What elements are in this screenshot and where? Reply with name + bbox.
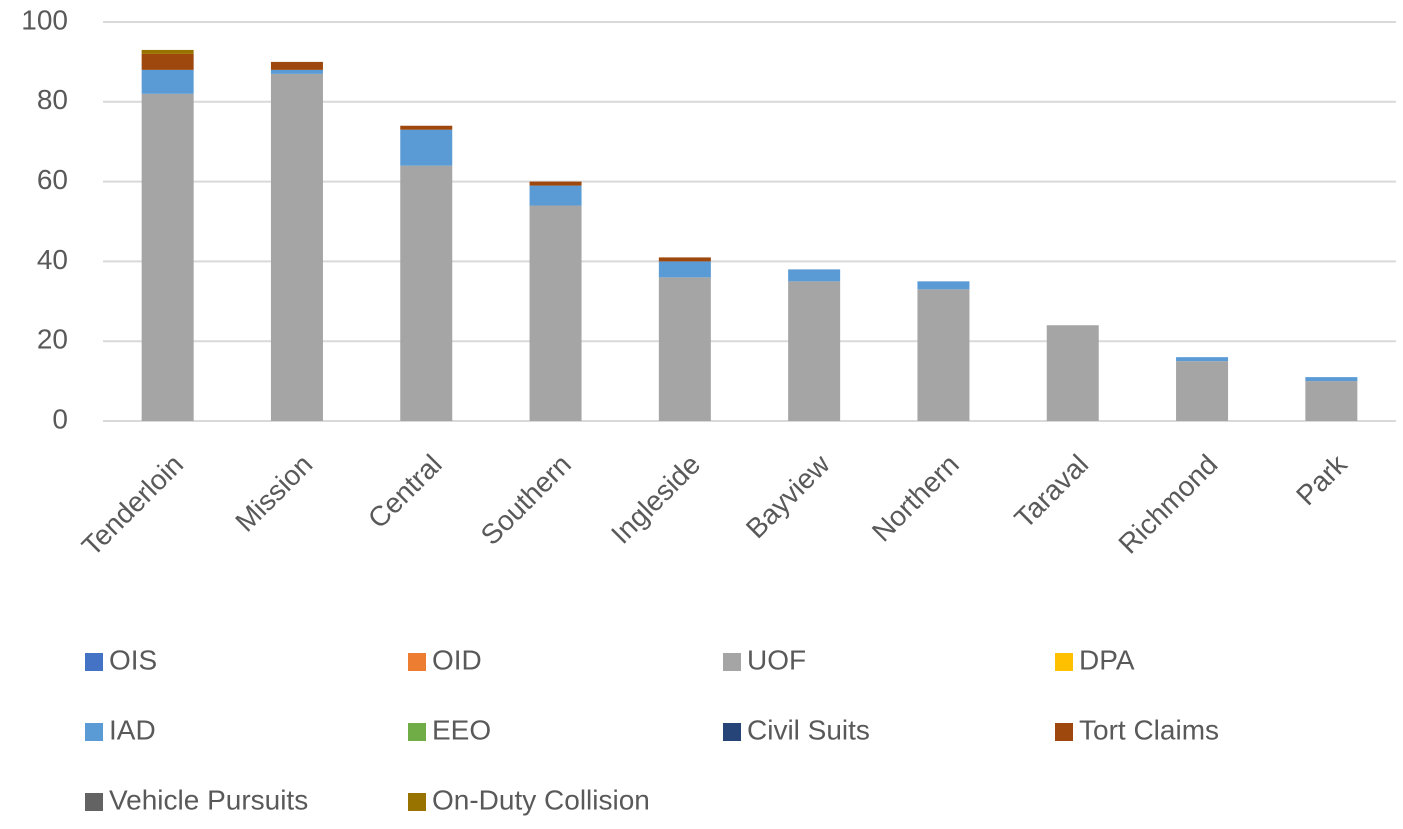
y-tick-label: 100 <box>21 4 68 35</box>
x-tick-label: Bayview <box>740 448 836 544</box>
legend-swatch <box>85 653 103 671</box>
bar-segment <box>1305 381 1358 421</box>
x-tick-label: Park <box>1290 448 1353 511</box>
x-tick-label: Ingleside <box>605 449 706 550</box>
bar-segment <box>1305 377 1358 382</box>
bar-segment <box>270 61 323 70</box>
legend-label: OIS <box>109 644 157 675</box>
x-tick-label: Northern <box>866 449 965 548</box>
bar-segment <box>400 129 453 166</box>
x-tick-label: Central <box>362 449 448 535</box>
bar-segment <box>400 165 453 421</box>
y-tick-label: 40 <box>37 244 68 275</box>
bar-segment <box>529 181 582 186</box>
bar-segment <box>1046 325 1099 421</box>
legend-swatch <box>723 653 741 671</box>
bar-segment <box>658 277 711 421</box>
y-tick-label: 60 <box>37 164 68 195</box>
bar-segment <box>270 69 323 74</box>
y-tick-label: 20 <box>37 324 68 355</box>
bar-segment <box>529 185 582 206</box>
bar-segment <box>141 93 194 421</box>
x-tick-label: Mission <box>229 449 318 538</box>
bar-segment <box>141 53 194 70</box>
legend-swatch <box>408 723 426 741</box>
legend-label: OID <box>432 644 482 675</box>
legend-label: EEO <box>432 714 491 745</box>
bar-segment <box>658 261 711 278</box>
legend-swatch <box>408 793 426 811</box>
legend-label: Tort Claims <box>1079 714 1219 745</box>
y-tick-label: 80 <box>37 84 68 115</box>
legend-swatch <box>408 653 426 671</box>
bar-segment <box>788 281 841 421</box>
x-tick-label: Tenderloin <box>76 449 189 562</box>
x-tick-label: Richmond <box>1112 449 1223 560</box>
legend-swatch <box>85 793 103 811</box>
bar-segment <box>270 73 323 422</box>
bar-segment <box>141 69 194 94</box>
y-tick-label: 0 <box>52 403 68 434</box>
legend-swatch <box>1055 723 1073 741</box>
legend-swatch <box>85 723 103 741</box>
x-tick-label: Taraval <box>1008 449 1094 535</box>
legend-swatch <box>723 723 741 741</box>
bar-segment <box>917 281 970 290</box>
x-tick-label: Southern <box>475 449 577 551</box>
legend-label: UOF <box>747 644 806 675</box>
legend-label: Vehicle Pursuits <box>109 784 308 815</box>
bar-segment <box>141 49 194 54</box>
bar-segment <box>658 257 711 262</box>
bar-segment <box>788 269 841 282</box>
bar-segment <box>529 205 582 421</box>
bar-segment <box>1176 357 1229 362</box>
bar-segment <box>1176 361 1229 421</box>
bar-segment <box>917 289 970 421</box>
legend-label: Civil Suits <box>747 714 870 745</box>
legend-label: On-Duty Collision <box>432 784 650 815</box>
legend-swatch <box>1055 653 1073 671</box>
legend-label: DPA <box>1079 644 1135 675</box>
legend-label: IAD <box>109 714 156 745</box>
bar-segment <box>400 125 453 130</box>
